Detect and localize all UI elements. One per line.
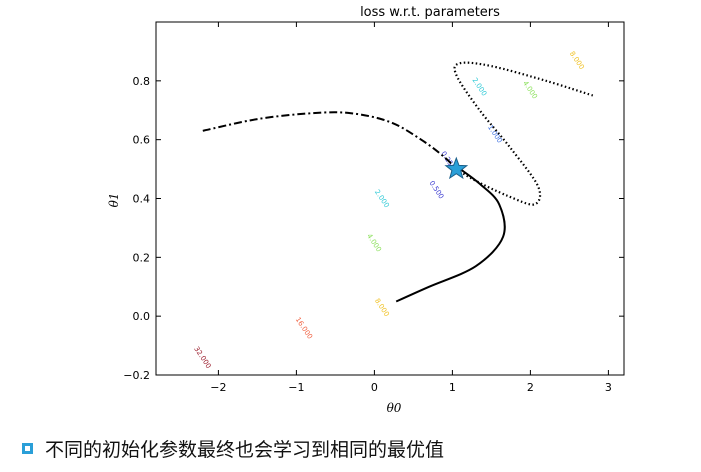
y-tick-label: 0.4 — [133, 193, 151, 206]
contour-label-bg — [520, 76, 542, 102]
contour-chart: loss w.r.t. parameters 0.2500.5001.0002.… — [107, 5, 625, 415]
contour-label-bg — [567, 47, 589, 73]
y-tick-label: 0.2 — [133, 251, 151, 264]
x-tick-label: −1 — [288, 381, 304, 394]
caption-text: 不同的初始化参数最终也会学习到相同的最优值 — [45, 438, 445, 461]
chart-title: loss w.r.t. parameters — [360, 5, 500, 20]
plot-frame — [155, 21, 625, 376]
trajectory-dotted — [453, 61, 594, 206]
contour-label-bg — [426, 176, 448, 202]
contour-label-bg — [485, 121, 507, 146]
x-tick-label: 2 — [527, 381, 534, 394]
contour-label-bg — [364, 229, 386, 255]
contour-label: 16.000 — [294, 316, 314, 341]
x-axis-label: θ0 — [387, 401, 402, 415]
contour-label-bg — [192, 344, 214, 370]
caption: 不同的初始化参数最终也会学习到相同的最优值 — [22, 433, 444, 463]
trajectory-solid — [395, 168, 506, 303]
square-bullet-icon — [22, 442, 33, 454]
x-tick-label: 3 — [605, 381, 612, 394]
y-tick-label: 0.8 — [133, 75, 151, 88]
x-tick-label: 0 — [371, 381, 378, 394]
y-tick-label: 0.0 — [133, 310, 151, 323]
contour-label-bg — [372, 294, 394, 320]
x-tick-label: 1 — [449, 381, 456, 394]
x-tick-label: −2 — [210, 381, 226, 394]
y-tick-label: −0.2 — [123, 369, 150, 382]
contour-label-bg — [372, 185, 394, 211]
contour-label-bg — [294, 315, 316, 341]
optimum-star — [444, 156, 469, 180]
contour-label: 32.000 — [192, 345, 212, 370]
contour-label-bg — [469, 73, 491, 99]
optimum-star-shape — [444, 156, 469, 180]
axis-ticks: −2 −1 0 1 2 3 −0.2 0.0 0.2 0.4 0.6 0.8 — [123, 22, 624, 394]
trajectory-dashdot — [202, 111, 458, 170]
contour-labels: 0.2500.5001.0002.0002.0004.0004.0008.000… — [192, 47, 589, 370]
optimization-trajectories — [202, 61, 594, 303]
y-axis-label: θ1 — [107, 193, 121, 208]
y-tick-label: 0.6 — [133, 134, 151, 147]
